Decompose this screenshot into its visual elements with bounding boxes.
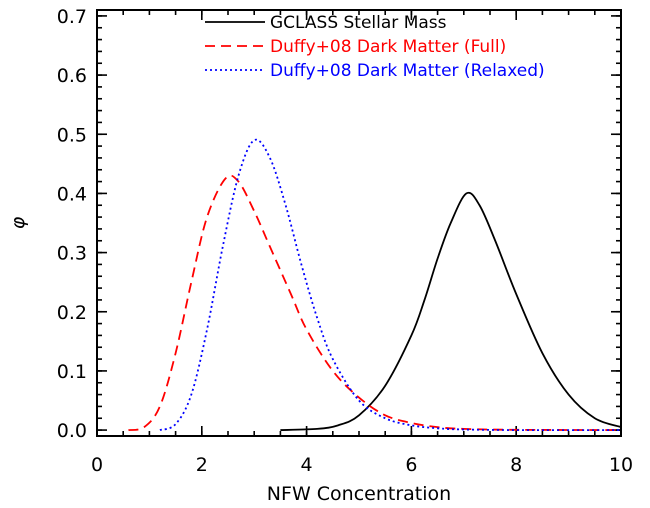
legend-duffy-relaxed-label: Duffy+08 Dark Matter (Relaxed) — [270, 61, 545, 81]
x-tick-label: 2 — [196, 454, 208, 476]
series-layer — [128, 138, 622, 432]
x-tick-label: 6 — [405, 454, 417, 476]
y-tick-label: 0.4 — [57, 183, 87, 205]
plot-frame — [96, 9, 622, 437]
x-axis-title: NFW Concentration — [267, 483, 451, 505]
y-tick-label: 0.6 — [57, 65, 87, 87]
y-tick-label: 0.5 — [57, 124, 87, 146]
y-tick-label: 0.3 — [57, 243, 87, 265]
x-tick-label: 4 — [301, 454, 313, 476]
y-tick-label: 0.0 — [57, 420, 87, 442]
y-tick-label: 0.1 — [57, 361, 87, 383]
duffy-relaxed-line — [159, 138, 622, 432]
x-tick-label: 10 — [609, 454, 633, 476]
x-tick-label: 8 — [510, 454, 522, 476]
gclass-stellar-mass-line — [280, 191, 622, 431]
x-tick-label: 0 — [91, 454, 103, 476]
legend: GCLASS Stellar Mass Duffy+08 Dark Matter … — [205, 13, 545, 81]
y-tick-label: 0.7 — [57, 6, 87, 28]
y-axis-title: φ — [7, 216, 29, 229]
legend-gclass-label: GCLASS Stellar Mass — [270, 13, 447, 33]
legend-duffy-full-label: Duffy+08 Dark Matter (Full) — [270, 37, 506, 57]
duffy-full-line — [128, 174, 622, 431]
y-tick-label: 0.2 — [57, 302, 87, 324]
